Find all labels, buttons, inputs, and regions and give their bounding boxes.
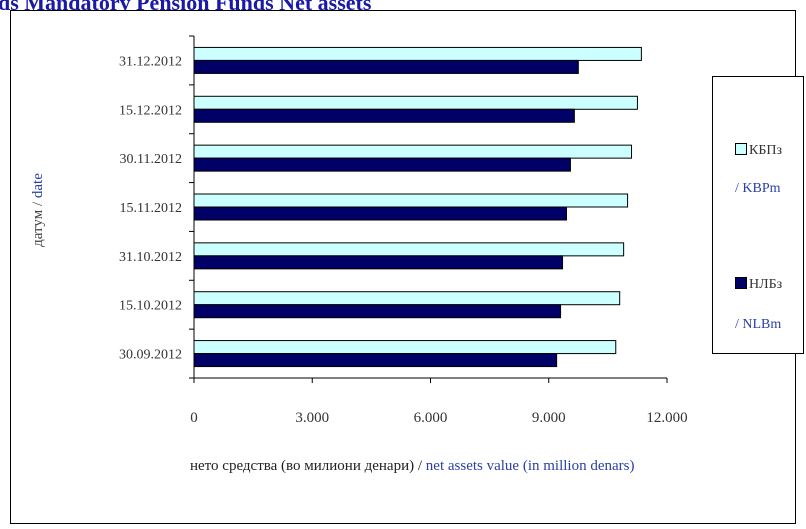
y-tick-label: 15.12.2012 — [119, 103, 182, 118]
x-axis-label: нето средства (во милиони денари) / net … — [190, 458, 634, 475]
y-tick-label: 30.09.2012 — [119, 348, 182, 363]
legend-label-nlbm: НЛБз — [749, 277, 783, 292]
bar-kbpm-15.11.2012 — [193, 193, 629, 208]
x-tick-label: 0 — [190, 410, 198, 426]
bar-nlbm-30.11.2012 — [193, 157, 571, 172]
y-tick-label: 15.10.2012 — [119, 299, 182, 314]
x-axis-label-mk: нето средства (во милиони денари) / — [190, 458, 423, 474]
y-tick-label: 31.10.2012 — [119, 250, 182, 265]
bar-nlbm-30.09.2012 — [193, 353, 558, 368]
x-tick-label: 12.000 — [646, 410, 687, 426]
bar-kbpm-15.12.2012 — [193, 95, 638, 110]
y-tick-label: 15.11.2012 — [120, 201, 182, 216]
bar-kbpm-30.11.2012 — [193, 144, 633, 159]
bar-nlbm-31.12.2012 — [193, 59, 579, 74]
bar-kbpm-31.10.2012 — [193, 242, 625, 257]
bar-kbpm-31.12.2012 — [193, 46, 642, 61]
x-tick-label: 6.000 — [414, 410, 448, 426]
x-axis-label-en: net assets value (in million denars) — [422, 458, 635, 474]
bar-nlbm-15.11.2012 — [193, 206, 567, 221]
legend-swatch-kbpm — [735, 143, 747, 155]
x-tick-label: 3.000 — [295, 410, 329, 426]
bar-nlbm-31.10.2012 — [193, 255, 564, 270]
legend-label-kbpm: КБПз — [749, 143, 783, 158]
legend-item-nlbm: НЛБз — [735, 277, 782, 293]
y-tick-label: 30.11.2012 — [120, 152, 182, 167]
bar-kbpm-30.09.2012 — [193, 340, 617, 355]
legend-swatch-nlbm — [735, 277, 747, 289]
legend-sub-nlbm: / NLBm — [735, 317, 782, 332]
bar-nlbm-15.12.2012 — [193, 108, 575, 123]
legend-item-kbpm: КБПз — [735, 143, 782, 159]
bar-nlbm-15.10.2012 — [193, 304, 562, 319]
legend-sub-kbpm: / KBPm — [735, 181, 781, 196]
y-tick-label: 31.12.2012 — [119, 54, 182, 69]
y-axis-label-mk: датум / — [30, 201, 46, 247]
bar-kbpm-15.10.2012 — [193, 291, 621, 306]
y-axis-label-en: date — [30, 173, 46, 202]
legend: КБПз / KBPm НЛБз / NLBm — [712, 76, 804, 354]
x-tick-label: 9.000 — [532, 410, 566, 426]
